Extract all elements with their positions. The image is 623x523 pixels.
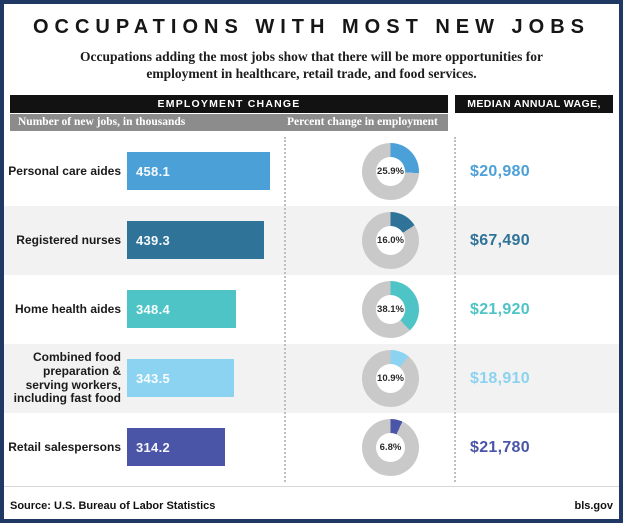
percent-label: 25.9%	[377, 166, 404, 177]
jobs-bar-value: 348.4	[136, 301, 171, 317]
jobs-bar-value: 314.2	[136, 439, 171, 455]
occupation-rows: Personal care aides 458.1 25.9% $20,980 …	[0, 137, 623, 482]
dotted-divider-bars-donuts	[284, 137, 286, 482]
occupation-row: Personal care aides 458.1 25.9% $20,980	[0, 137, 623, 206]
percent-donut: 25.9%	[362, 143, 419, 200]
occupation-row: Registered nurses 439.3 16.0% $67,490	[0, 206, 623, 275]
percent-label: 10.9%	[377, 373, 404, 384]
percent-donut: 38.1%	[362, 281, 419, 338]
jobs-bar: 458.1	[127, 152, 270, 190]
occupation-label: Retail salespersons	[8, 439, 121, 454]
page-title: OCCUPATIONS WITH MOST NEW JOBS	[32, 16, 591, 38]
column-header-median-wage: MEDIAN ANNUAL WAGE, 2015	[455, 95, 613, 128]
donut-hole	[376, 226, 405, 255]
occupation-row: Home health aides 348.4 38.1% $21,920	[0, 275, 623, 344]
dotted-divider-donuts-wages	[454, 137, 456, 482]
jobs-bar-value: 439.3	[136, 232, 171, 248]
jobs-bar: 439.3	[127, 221, 264, 259]
footer-site: bls.gov	[574, 500, 613, 512]
occupation-row: Combined food preparation & serving work…	[0, 344, 623, 413]
donut-hole	[376, 295, 405, 324]
occupation-label: Registered nurses	[16, 232, 121, 247]
percent-donut: 16.0%	[362, 212, 419, 269]
percent-donut: 10.9%	[362, 350, 419, 407]
percent-label: 16.0%	[377, 235, 404, 246]
wage-value: $67,490	[470, 231, 530, 249]
page-subtitle: Occupations adding the most jobs show th…	[79, 49, 543, 82]
footer: Source: U.S. Bureau of Labor Statistics …	[4, 486, 619, 519]
donut-hole	[376, 157, 405, 186]
occupation-row: Retail salespersons 314.2 6.8% $21,780	[0, 413, 623, 482]
occupation-label: Home health aides	[14, 301, 121, 316]
percent-label: 38.1%	[377, 304, 404, 315]
wage-value: $21,780	[470, 438, 530, 456]
percent-donut: 6.8%	[362, 419, 419, 476]
subheader-new-jobs: Number of new jobs, in thousands	[18, 116, 186, 128]
jobs-bar: 348.4	[127, 290, 236, 328]
subheader-percent-change: Percent change in employment	[287, 116, 438, 128]
wage-value: $18,910	[470, 369, 530, 387]
subheader-bar: Number of new jobs, in thousands Percent…	[10, 114, 448, 131]
donut-hole	[376, 433, 405, 462]
occupation-label: Combined food preparation & serving work…	[13, 349, 121, 406]
jobs-bar: 343.5	[127, 359, 234, 397]
column-header-employment-change: EMPLOYMENT CHANGE	[10, 95, 448, 113]
percent-label: 6.8%	[379, 442, 402, 453]
donut-hole	[376, 364, 405, 393]
wage-value: $21,920	[470, 300, 530, 318]
wage-value: $20,980	[470, 162, 530, 180]
jobs-bar: 314.2	[127, 428, 225, 466]
occupation-label: Personal care aides	[8, 163, 121, 178]
footer-source: Source: U.S. Bureau of Labor Statistics	[10, 500, 216, 512]
jobs-bar-value: 458.1	[136, 163, 171, 179]
jobs-bar-value: 343.5	[136, 370, 171, 386]
